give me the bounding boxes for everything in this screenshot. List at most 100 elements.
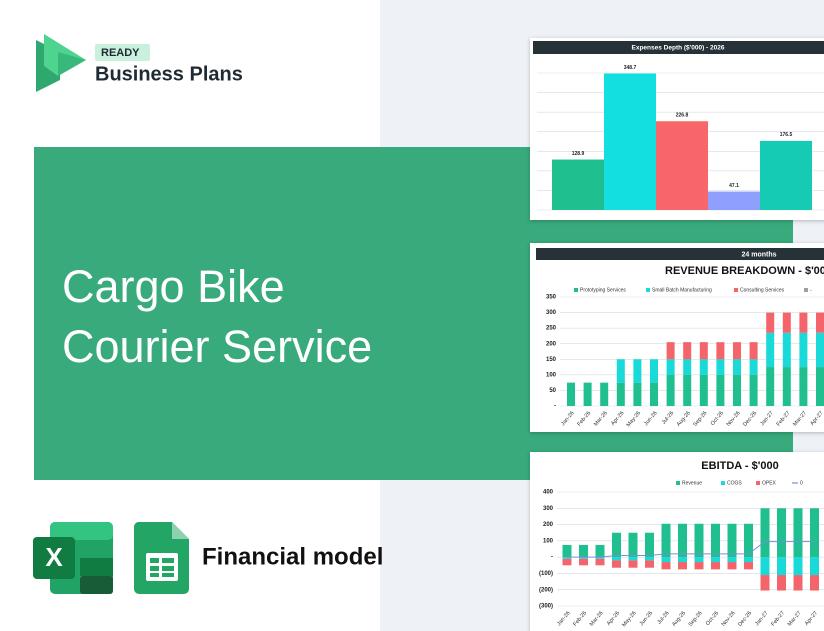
y-tick-label: 250 [546,326,557,332]
bar-segment [694,523,704,558]
chart-title: REVENUE BREAKDOWN - $'000 [665,265,824,277]
bar-segment [661,557,671,563]
bar-segment [782,367,791,406]
bar-segment [661,562,671,570]
bar-segment [661,523,671,558]
legend-marker [646,288,650,292]
y-tick-label: 200 [543,522,554,528]
bar-segment [760,575,770,591]
bar-segment [633,382,642,406]
y-tick-label: 200 [546,341,557,347]
bar-segment [810,557,819,576]
bar-segment [562,544,572,558]
legend-label: Small Batch Manufacturing [652,287,712,293]
bar-segment [699,374,708,406]
data-label: 128.9 [572,151,585,157]
bar-segment [595,558,605,566]
bar-segment [799,332,808,368]
legend-label: Prototyping Services [580,287,626,293]
bar-segment [616,382,625,406]
bar-segment [810,575,819,591]
bar-segment [816,312,824,333]
bar-segment [683,374,692,406]
y-tick-label: 400 [543,490,554,496]
title-line: Cargo Bike [62,261,285,312]
bar-segment [793,508,803,558]
bar-segment [727,523,737,558]
bar-segment [666,359,675,375]
bar-segment [782,312,791,333]
bar-segment [744,562,753,570]
bar-segment [650,382,658,406]
bar-segment [749,342,758,360]
bar-segment [793,575,803,591]
bar-segment [579,558,588,566]
legend-label: Revenue [682,480,702,486]
bar-segment [583,382,592,406]
bar-segment [678,523,687,558]
bar-segment [777,557,786,576]
bar [604,73,656,211]
y-tick-label: (200) [539,587,553,593]
bar-segment [816,367,824,406]
legend-label: OPEX [762,480,777,486]
bar-segment [678,562,687,570]
line [567,541,815,558]
bar-segment [711,562,720,570]
badge: READY [101,47,140,59]
bar-segment [562,557,572,559]
y-tick-label: 150 [546,357,557,363]
bar-segment [799,312,808,333]
legend-label: 0 [800,480,803,486]
bar-segment [777,508,786,558]
bar-segment [579,557,588,559]
bar-segment [777,575,786,591]
bar-segment [711,557,720,563]
y-tick-label: (100) [539,571,553,577]
bar-segment [628,557,638,561]
bar-segment [633,359,642,383]
bar-segment [766,367,775,406]
data-label: 348.7 [624,65,637,71]
bar-segment [562,558,572,566]
bar-segment [760,508,770,558]
bar-segment [766,332,775,368]
title-line: Courier Service [62,321,372,372]
bar-segment [799,367,808,406]
bar-segment [628,560,638,568]
y-tick-label: (300) [539,604,553,610]
bar [760,140,812,210]
data-label: 226.8 [676,113,689,119]
bar-segment [793,557,803,576]
bar-segment [612,532,621,558]
y-tick-label: 50 [549,388,556,394]
chart-header [536,248,824,260]
y-tick-label: 300 [543,506,554,512]
footer-label: Financial model [202,543,383,570]
legend-marker [756,481,760,485]
excel-letter: X [45,542,63,572]
y-tick-label: 100 [546,372,557,378]
brand: Business Plans [95,63,243,85]
bar-segment [733,342,741,360]
bar-segment [727,562,737,570]
legend-label: Consulting Services [740,287,785,293]
bar-segment [744,557,753,563]
charts: 128.9 348.7 226.8 47.1 176.5 - 50 100 150 200 250 3… [537,65,824,628]
legend-marker [721,481,725,485]
badge-bg [95,44,150,61]
chart-header [533,41,824,54]
bar-segment [612,560,621,568]
data-label: 47.1 [729,183,739,189]
chart-panel [530,243,824,432]
bar-segment [600,382,609,406]
bar-segment [579,544,588,558]
legend-marker [804,288,808,292]
legend-label: COGS [727,480,742,486]
bar-segment [595,544,605,558]
bar-segment [733,359,741,375]
bar-segment [711,523,720,558]
bar-segment [616,359,625,383]
bar-segment [816,332,824,368]
bar-segment [744,523,753,558]
